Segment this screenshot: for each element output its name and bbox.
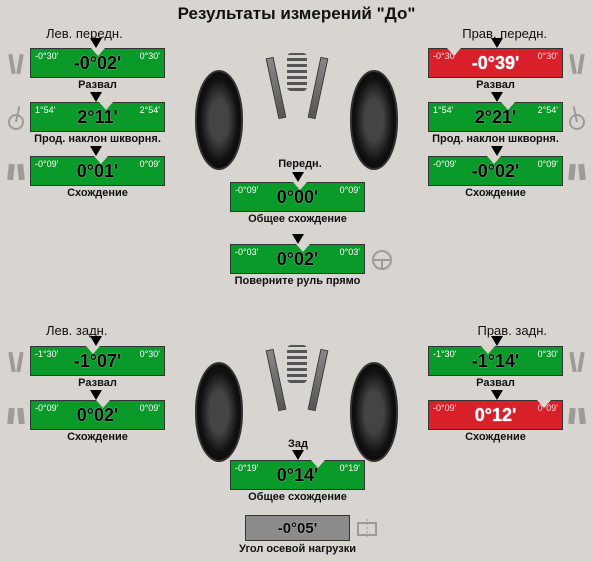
tol-hi: 0°09': [538, 159, 558, 169]
strut-rear: [252, 337, 342, 427]
box-rl-camber: -1°30' -1°07' 0°30': [30, 346, 165, 376]
label-rear-right: Прав. задн.: [477, 323, 547, 338]
wheel-front-left: [195, 70, 243, 170]
box-fl-caster: 1°54' 2°11' 2°54': [30, 102, 165, 132]
camber-icon: [565, 50, 589, 78]
box-fl-toe: -0°09' 0°01' 0°09': [30, 156, 165, 186]
box-fr-toe: -0°09' -0°02' 0°09': [428, 156, 563, 186]
tol-hi: 0°09': [340, 185, 360, 195]
box-thrust: -0°05': [245, 515, 350, 541]
camber-icon: [4, 348, 28, 376]
tol-lo: 1°54': [35, 105, 55, 115]
camber-icon: [565, 348, 589, 376]
tol-lo: -0°03': [235, 247, 258, 257]
cap-fr-camber: Развал: [428, 79, 563, 91]
tol-lo: -0°09': [433, 159, 456, 169]
box-fr-caster: 1°54' 2°21' 2°54': [428, 102, 563, 132]
cap-front-total-toe: Общее схождение: [230, 213, 365, 225]
tol-lo: -0°09': [235, 185, 258, 195]
caster-icon: [4, 104, 28, 132]
toe-icon: [4, 402, 28, 430]
toe-icon: [565, 158, 589, 186]
tol-lo: -0°30': [433, 51, 456, 61]
steer-icon: [370, 246, 394, 274]
tol-hi: 0°09': [538, 403, 558, 413]
tol-hi: 0°30': [140, 349, 160, 359]
tol-lo: -1°30': [433, 349, 456, 359]
cap-fl-toe: Схождение: [30, 187, 165, 199]
cap-fr-caster: Прод. наклон шкворня.: [428, 133, 563, 145]
box-rr-camber: -1°30' -1°14' 0°30': [428, 346, 563, 376]
tol-hi: 0°30': [538, 349, 558, 359]
tol-lo: -0°09': [35, 159, 58, 169]
cap-rear-total-toe: Общее схождение: [230, 491, 365, 503]
value: -1°14': [472, 351, 520, 372]
tol-hi: 0°09': [140, 403, 160, 413]
toe-icon: [4, 158, 28, 186]
label-front-axle: Передн.: [270, 158, 330, 170]
box-fr-camber: -0°30' -0°39' 0°30': [428, 48, 563, 78]
tol-hi: 0°19': [340, 463, 360, 473]
caster-icon: [565, 104, 589, 132]
value: 0°12': [475, 405, 517, 426]
label-rear-axle: Зад: [283, 438, 313, 450]
box-rl-toe: -0°09' 0°02' 0°09': [30, 400, 165, 430]
tol-lo: -0°09': [433, 403, 456, 413]
tol-lo: -1°30': [35, 349, 58, 359]
wheel-rear-left: [195, 362, 243, 462]
cap-rr-camber: Развал: [428, 377, 563, 389]
wheel-front-right: [350, 70, 398, 170]
cap-fl-caster: Прод. наклон шкворня.: [30, 133, 165, 145]
value: -0°05': [278, 520, 318, 537]
cap-rl-camber: Развал: [30, 377, 165, 389]
value: -0°39': [472, 53, 520, 74]
cap-thrust: Угол осевой нагрузки: [225, 543, 370, 555]
cap-rl-toe: Схождение: [30, 431, 165, 443]
tol-lo: -0°09': [35, 403, 58, 413]
page-title: Результаты измерений "До": [0, 0, 593, 24]
tol-lo: -0°30': [35, 51, 58, 61]
box-steer: -0°03' 0°02' 0°03': [230, 244, 365, 274]
tol-lo: 1°54': [433, 105, 453, 115]
strut-front: [252, 45, 342, 135]
box-rr-toe: -0°09' 0°12' 0°09': [428, 400, 563, 430]
box-rear-total-toe: -0°19' 0°14' 0°19': [230, 460, 365, 490]
toe-icon: [565, 402, 589, 430]
cap-rr-toe: Схождение: [428, 431, 563, 443]
label-front-left: Лев. передн.: [46, 26, 123, 41]
tol-hi: 0°09': [140, 159, 160, 169]
cap-fr-toe: Схождение: [428, 187, 563, 199]
wheel-rear-right: [350, 362, 398, 462]
tol-hi: 0°30': [538, 51, 558, 61]
label-front-right: Прав. передн.: [462, 26, 547, 41]
thrust-icon: [355, 515, 379, 543]
tol-hi: 2°54': [140, 105, 160, 115]
tol-lo: -0°19': [235, 463, 258, 473]
tol-hi: 0°30': [140, 51, 160, 61]
tol-hi: 0°03': [340, 247, 360, 257]
box-fl-camber: -0°30' -0°02' 0°30': [30, 48, 165, 78]
cap-fl-camber: Развал: [30, 79, 165, 91]
camber-icon: [4, 50, 28, 78]
box-front-total-toe: -0°09' 0°00' 0°09': [230, 182, 365, 212]
cap-steer: Поверните руль прямо: [215, 275, 380, 287]
tol-hi: 2°54': [538, 105, 558, 115]
